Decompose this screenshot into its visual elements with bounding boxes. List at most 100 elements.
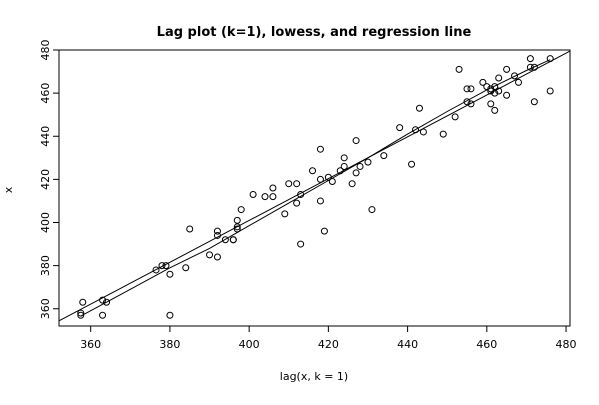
data-point bbox=[293, 199, 301, 207]
data-point bbox=[269, 193, 277, 201]
data-point bbox=[491, 89, 499, 97]
data-point bbox=[285, 180, 293, 188]
data-point bbox=[503, 65, 511, 73]
x-tick-label: 420 bbox=[318, 338, 339, 351]
data-point bbox=[396, 124, 404, 132]
data-point bbox=[293, 180, 301, 188]
data-point bbox=[213, 253, 221, 261]
x-tick-label: 400 bbox=[239, 338, 260, 351]
data-point bbox=[495, 87, 503, 95]
data-point bbox=[415, 104, 423, 112]
data-point bbox=[526, 63, 534, 71]
data-point bbox=[316, 145, 324, 153]
data-point bbox=[467, 100, 475, 108]
x-tick-label: 480 bbox=[556, 338, 577, 351]
data-point bbox=[233, 225, 241, 233]
data-point bbox=[261, 193, 269, 201]
data-point bbox=[419, 128, 427, 136]
scatter-points bbox=[77, 55, 554, 319]
data-point bbox=[352, 137, 360, 145]
data-point bbox=[237, 206, 245, 214]
data-point bbox=[487, 85, 495, 93]
data-point bbox=[79, 298, 87, 306]
data-point bbox=[530, 63, 538, 71]
data-point bbox=[166, 270, 174, 278]
y-tick-label: 480 bbox=[39, 40, 52, 61]
data-point bbox=[162, 262, 170, 270]
regression-line bbox=[59, 50, 570, 322]
x-axis-label: lag(x, k = 1) bbox=[280, 370, 348, 383]
data-point bbox=[158, 262, 166, 270]
y-axis-label: x bbox=[2, 186, 15, 193]
data-point bbox=[233, 216, 241, 224]
x-tick-label: 440 bbox=[397, 338, 418, 351]
data-point bbox=[364, 158, 372, 166]
data-point bbox=[221, 236, 229, 244]
data-point bbox=[368, 206, 376, 214]
data-point bbox=[297, 240, 305, 248]
data-point bbox=[182, 264, 190, 272]
data-point bbox=[77, 309, 85, 317]
data-point bbox=[316, 197, 324, 205]
data-point bbox=[336, 167, 344, 175]
data-point bbox=[380, 152, 388, 160]
data-point bbox=[463, 98, 471, 106]
x-tick-label: 360 bbox=[80, 338, 101, 351]
data-point bbox=[340, 162, 348, 170]
x-tick-label: 460 bbox=[476, 338, 497, 351]
data-point bbox=[77, 311, 85, 319]
data-point bbox=[479, 78, 487, 86]
data-point bbox=[408, 160, 416, 168]
y-tick-label: 440 bbox=[39, 126, 52, 147]
y-tick-label: 360 bbox=[39, 298, 52, 319]
data-point bbox=[213, 231, 221, 239]
x-axis: 360 380 400 420 440 460 480 bbox=[80, 326, 577, 351]
data-point bbox=[249, 190, 257, 198]
data-point bbox=[356, 162, 364, 170]
plot-frame bbox=[58, 49, 571, 327]
data-point bbox=[463, 85, 471, 93]
data-point bbox=[309, 167, 317, 175]
data-point bbox=[491, 106, 499, 114]
x-tick-label: 380 bbox=[159, 338, 180, 351]
y-tick-label: 460 bbox=[39, 83, 52, 104]
data-point bbox=[455, 65, 463, 73]
data-point bbox=[503, 91, 511, 99]
data-point bbox=[269, 184, 277, 192]
data-point bbox=[530, 98, 538, 106]
data-point bbox=[166, 311, 174, 319]
data-point bbox=[99, 311, 107, 319]
data-point bbox=[324, 173, 332, 181]
data-point bbox=[412, 126, 420, 134]
data-point bbox=[229, 236, 237, 244]
data-point bbox=[297, 190, 305, 198]
data-point bbox=[103, 298, 111, 306]
y-tick-label: 400 bbox=[39, 212, 52, 233]
data-point bbox=[515, 78, 523, 86]
data-point bbox=[281, 210, 289, 218]
data-point bbox=[467, 85, 475, 93]
data-point bbox=[99, 296, 107, 304]
data-point bbox=[320, 227, 328, 235]
data-point bbox=[487, 87, 495, 95]
data-point bbox=[152, 266, 160, 274]
y-tick-label: 420 bbox=[39, 169, 52, 190]
y-axis: 360 380 400 420 440 460 480 bbox=[39, 40, 59, 319]
data-point bbox=[451, 113, 459, 121]
data-point bbox=[439, 130, 447, 138]
data-point bbox=[316, 175, 324, 183]
chart-title: Lag plot (k=1), lowess, and regression l… bbox=[157, 25, 472, 40]
data-point bbox=[328, 178, 336, 186]
data-point bbox=[348, 180, 356, 188]
data-point bbox=[546, 87, 554, 95]
data-point bbox=[495, 74, 503, 82]
y-tick-label: 380 bbox=[39, 255, 52, 276]
data-point bbox=[511, 72, 519, 80]
data-point bbox=[483, 83, 491, 91]
data-point bbox=[206, 251, 214, 259]
data-point bbox=[213, 227, 221, 235]
data-point bbox=[546, 55, 554, 63]
plot-border bbox=[58, 49, 571, 327]
data-point bbox=[352, 169, 360, 177]
